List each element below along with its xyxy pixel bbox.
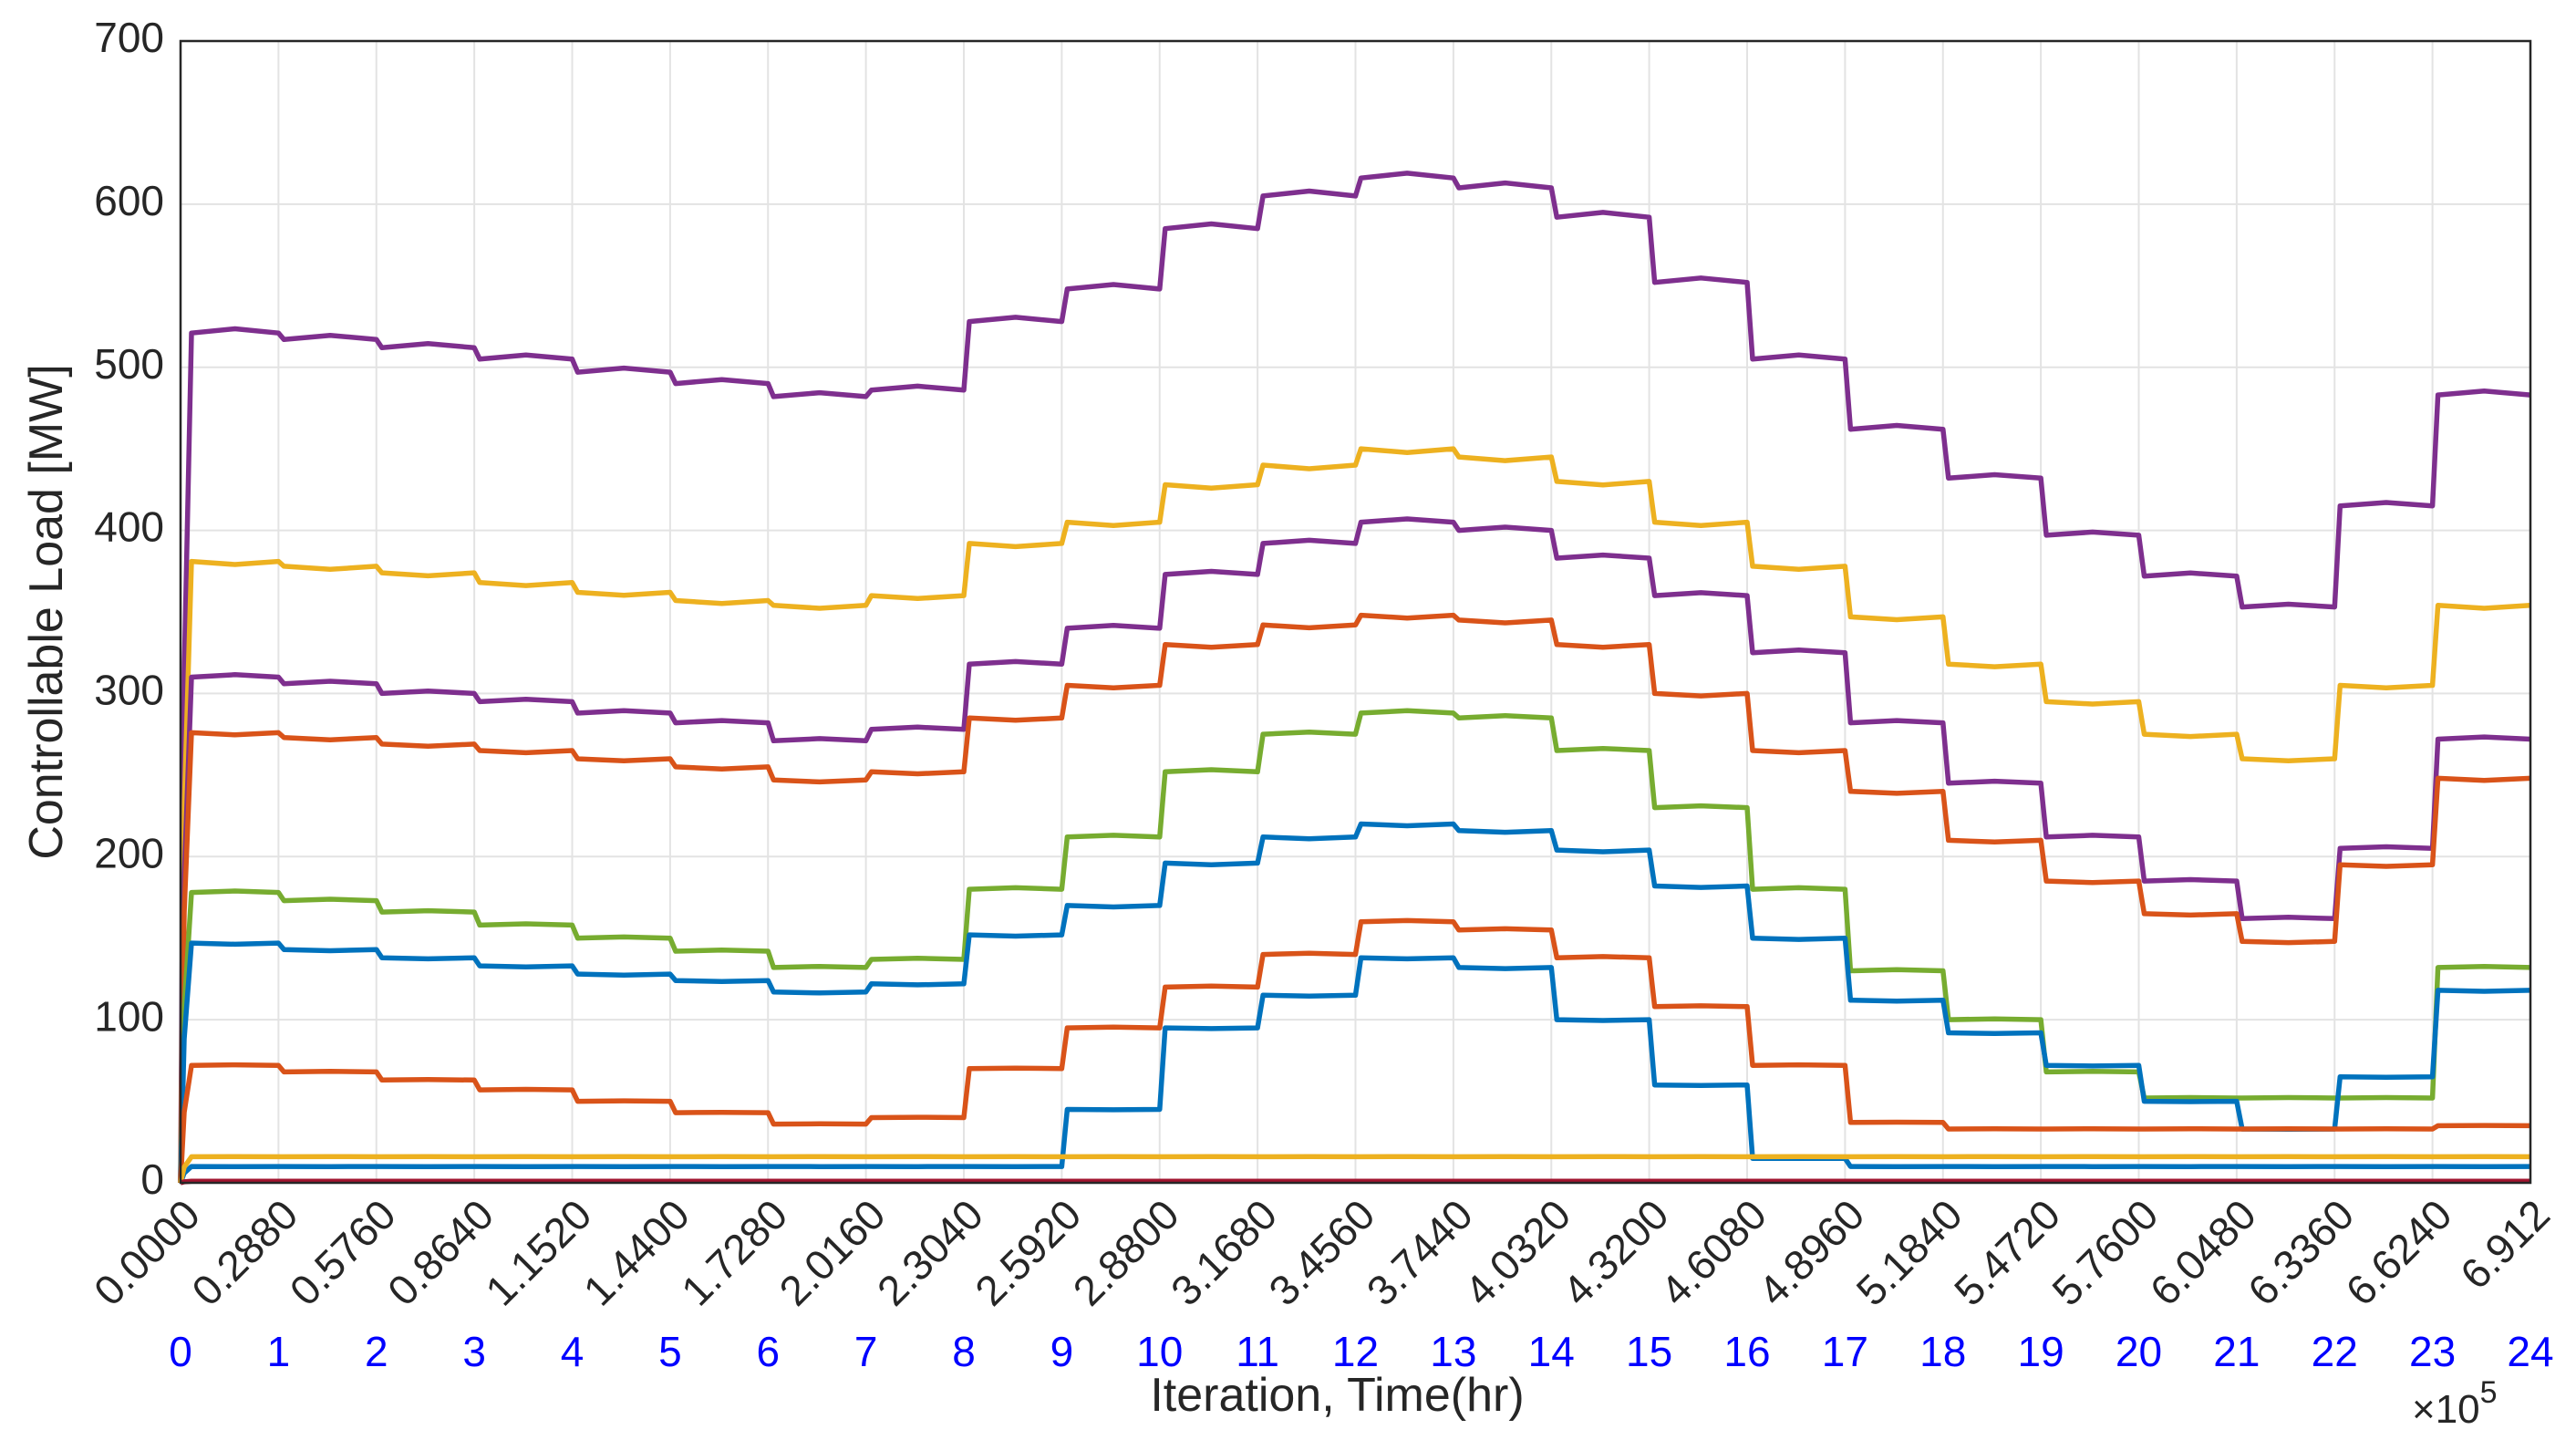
hour-tick-label: 19: [2018, 1328, 2064, 1375]
hour-tick-label: 10: [1136, 1328, 1183, 1375]
series-line-1: [178, 171, 2531, 1184]
x-tick-label: 5.4720: [1945, 1190, 2069, 1314]
x-tick-label: 0.2880: [182, 1190, 306, 1314]
hour-tick-label: 9: [1050, 1328, 1074, 1375]
hour-tick-label: 3: [462, 1328, 486, 1375]
series-line-2: [178, 446, 2531, 1184]
series-layer: [178, 171, 2531, 1186]
hour-tick-label: 1: [267, 1328, 291, 1375]
plot-frame: [179, 39, 2532, 1185]
hour-tick-label: 17: [1822, 1328, 1868, 1375]
hour-tick-label: 23: [2409, 1328, 2456, 1375]
grid-lines: [180, 40, 2531, 1184]
x-tick-label: 6.6240: [2336, 1190, 2460, 1314]
y-tick-label: 200: [94, 829, 164, 876]
x-tick-label: 2.5920: [966, 1190, 1090, 1314]
x-tick-label: 4.3200: [1553, 1190, 1677, 1314]
series-line-9: [178, 1154, 2531, 1184]
hour-tick-label: 14: [1528, 1328, 1575, 1375]
y-tick-label: 300: [94, 667, 164, 714]
x-tick-label: 5.1840: [1847, 1190, 1971, 1314]
x-tick-label: 6.912: [2451, 1190, 2559, 1298]
x-tick-label: 1.1520: [476, 1190, 600, 1314]
y-tick-label: 0: [140, 1155, 164, 1203]
y-tick-label: 700: [94, 14, 164, 61]
hour-tick-label: 5: [658, 1328, 682, 1375]
hour-tick-label: 18: [1919, 1328, 1966, 1375]
x-tick-label: 6.0480: [2141, 1190, 2265, 1314]
y-tick-label: 600: [94, 177, 164, 224]
series-line-6: [178, 821, 2531, 1184]
y-tick-label: 500: [94, 340, 164, 388]
x-tick-label: 2.3040: [868, 1190, 992, 1314]
x-exponent: ×105: [2412, 1375, 2498, 1432]
y-axis-label: Controllable Load [MW]: [20, 364, 73, 859]
x-tick-label: 3.1680: [1162, 1190, 1286, 1314]
series-line-10: [180, 1178, 2530, 1186]
hour-tick-label: 22: [2312, 1328, 2358, 1375]
y-tick-label: 400: [94, 503, 164, 551]
hour-tick-label: 6: [756, 1328, 780, 1375]
series-line-8: [178, 955, 2531, 1184]
hour-tick-label: 24: [2507, 1328, 2553, 1375]
x-tick-label: 0.5760: [281, 1190, 405, 1314]
x-tick-label: 1.4400: [574, 1190, 698, 1314]
hour-tick-label: 8: [952, 1328, 976, 1375]
series-line-4: [178, 612, 2531, 1184]
x-tick-label: 2.8800: [1064, 1190, 1188, 1314]
hour-tick-label: 11: [1236, 1328, 1279, 1375]
x-tick-label: 3.7440: [1358, 1190, 1482, 1314]
x-tick-label: 1.7280: [672, 1190, 796, 1314]
y-axis: 0 100 200 300 400 500 600 700: [94, 14, 164, 1203]
x-exponent-base: ×10: [2412, 1387, 2480, 1432]
hour-tick-label: 21: [2213, 1328, 2260, 1375]
x-tick-label: 0.0000: [85, 1190, 209, 1314]
x-exponent-power: 5: [2480, 1375, 2498, 1410]
x-tick-label: 4.0320: [1455, 1190, 1579, 1314]
hour-tick-label: 12: [1332, 1328, 1379, 1375]
hour-tick-label: 20: [2116, 1328, 2162, 1375]
x-tick-label: 4.8960: [1749, 1190, 1873, 1314]
x-tick-label: 6.3360: [2239, 1190, 2363, 1314]
x-tick-label: 5.7600: [2043, 1190, 2167, 1314]
series-line-3: [178, 516, 2531, 1184]
y-tick-label: 100: [94, 992, 164, 1040]
hour-tick-label: 2: [365, 1328, 388, 1375]
x-axis: 0.00000.28800.57600.86401.15201.44001.72…: [85, 1190, 2559, 1314]
x-tick-label: 2.0160: [770, 1190, 894, 1314]
x-tick-label: 0.8640: [378, 1190, 502, 1314]
series-line-7: [178, 917, 2531, 1184]
series-line-5: [178, 708, 2531, 1184]
x-tick-label: 4.6080: [1651, 1190, 1775, 1314]
hour-tick-label: 13: [1430, 1328, 1476, 1375]
x-tick-label: 3.4560: [1259, 1190, 1383, 1314]
hour-tick-label: 7: [854, 1328, 878, 1375]
hour-axis: 0 1 2 3 4 5 6 7 8 9 10 11 12 13 14 15 16 17 18 19 20 21 22 23 24: [169, 1328, 2553, 1375]
hour-tick-label: 15: [1626, 1328, 1672, 1375]
x-axis-label: Iteration, Time(hr): [1150, 1369, 1524, 1422]
hour-tick-label: 4: [561, 1328, 585, 1375]
hour-tick-label: 16: [1723, 1328, 1770, 1375]
hour-tick-label: 0: [169, 1328, 192, 1375]
